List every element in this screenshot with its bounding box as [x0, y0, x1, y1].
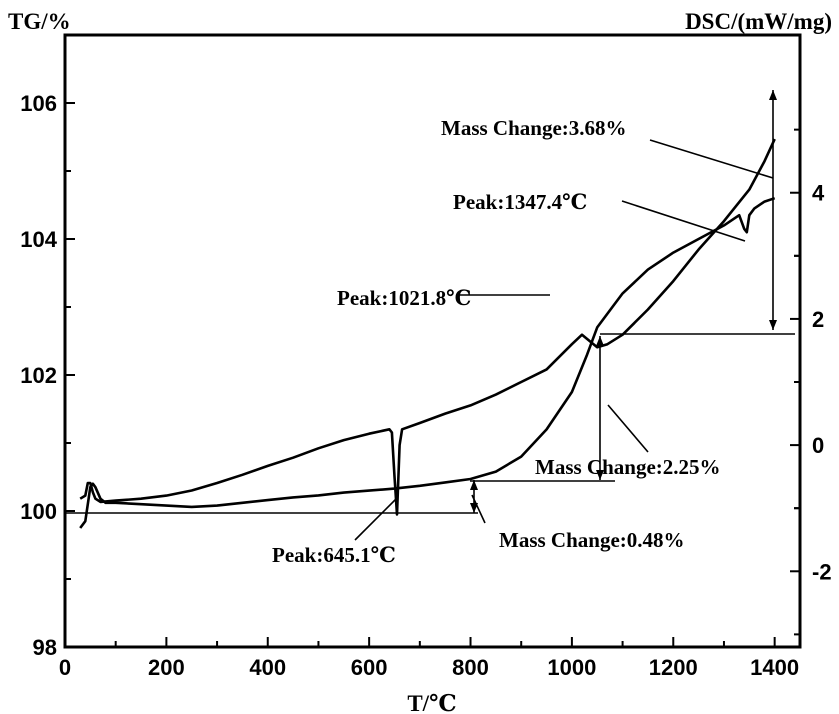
annotation-mass-change-3-68: Mass Change:3.68% [441, 116, 627, 140]
x-tick-label: 0 [59, 655, 71, 680]
y-right-tick-label: 4 [812, 181, 825, 206]
y-right-tick-label: 2 [812, 307, 824, 332]
arrow-head [596, 470, 604, 480]
x-tick-label: 600 [351, 655, 388, 680]
annotation-peak-1347: Peak:1347.4℃ [453, 190, 587, 214]
annotation-peak-645: Peak:645.1℃ [272, 543, 396, 567]
x-axis-title: T/℃ [407, 691, 456, 714]
y-left-axis-title: TG/% [8, 9, 71, 34]
plot-frame [63, 33, 802, 649]
x-tick-label: 1400 [750, 655, 799, 680]
y-left-tick-label: 106 [20, 91, 57, 116]
arrow-head [769, 90, 777, 100]
annotation-peak-1021: Peak:1021.8℃ [337, 286, 471, 310]
arrow-head [769, 320, 777, 330]
y-right-axis-title: DSC/(mW/mg) [685, 9, 832, 34]
x-tick-label: 400 [249, 655, 286, 680]
x-tick-label: 200 [148, 655, 185, 680]
arrow-head [596, 336, 604, 346]
leader-line [354, 496, 399, 541]
leader-line [621, 200, 746, 242]
x-tick-label: 1000 [547, 655, 596, 680]
y-left-tick-label: 98 [33, 635, 57, 660]
leader-line [607, 404, 649, 453]
arrow-head [470, 503, 478, 513]
x-tick-label: 1200 [649, 655, 698, 680]
y-right-tick-label: -2 [812, 559, 832, 584]
y-right-tick-label: 0 [812, 433, 824, 458]
arrow-head [470, 480, 478, 490]
y-left-tick-label: 104 [20, 227, 57, 252]
annotation-mass-change-0-48: Mass Change:0.48% [499, 528, 685, 552]
leader-line [649, 139, 774, 179]
y-left-tick-label: 100 [20, 499, 57, 524]
x-tick-label: 800 [452, 655, 489, 680]
annotation-mass-change-2-25: Mass Change:2.25% [535, 455, 721, 479]
y-left-tick-label: 102 [20, 363, 57, 388]
